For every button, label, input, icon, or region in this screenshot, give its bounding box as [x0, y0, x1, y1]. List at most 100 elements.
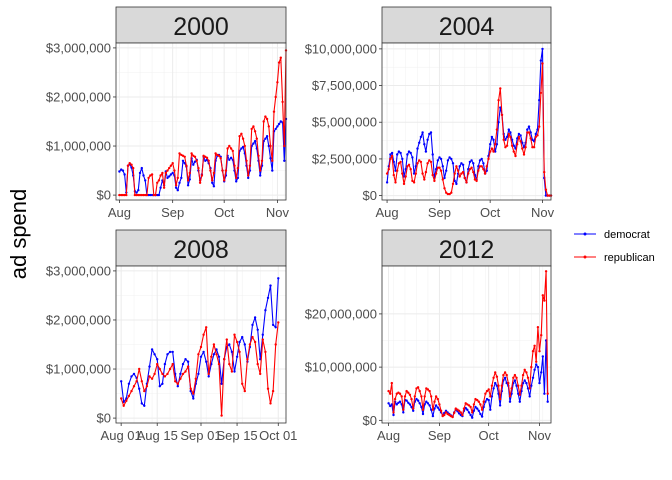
data-point: [181, 159, 185, 162]
data-point: [143, 404, 146, 407]
data-point: [513, 373, 517, 377]
data-point: [408, 393, 412, 396]
data-point: [132, 385, 136, 388]
panel-border: [115, 42, 287, 201]
data-point: [153, 372, 156, 376]
data-point: [238, 340, 241, 344]
data-point: [228, 343, 231, 346]
data-point: [436, 406, 439, 409]
data-point: [439, 409, 443, 412]
x-tick-label: Sep: [428, 428, 451, 443]
data-point: [217, 154, 221, 157]
data-point: [419, 135, 423, 139]
data-point: [142, 174, 145, 177]
data-point: [472, 162, 475, 165]
data-point: [479, 412, 482, 416]
panel-2000: 2000 $0 $1,000,000 $2,000,000 $3,000,000 Aug S…: [46, 6, 289, 220]
data-point: [212, 353, 216, 356]
data-point: [461, 170, 465, 174]
data-point: [195, 159, 198, 162]
data-point: [145, 193, 149, 197]
data-point: [212, 171, 216, 175]
data-point: [168, 367, 172, 371]
data-point: [256, 328, 259, 331]
data-point: [418, 402, 421, 405]
data-point: [430, 395, 433, 398]
data-point: [217, 355, 221, 358]
data-point: [533, 344, 536, 347]
data-point: [243, 389, 246, 393]
data-point: [446, 192, 450, 196]
data-point: [456, 169, 460, 172]
data-point: [489, 408, 492, 411]
data-point: [471, 416, 474, 419]
data-point: [166, 169, 169, 172]
facet-strip: [115, 229, 287, 267]
data-point: [211, 181, 214, 184]
series-republican: [387, 270, 549, 419]
data-point: [536, 134, 539, 137]
data-point: [123, 173, 126, 176]
data-point: [434, 395, 438, 398]
data-point: [467, 404, 471, 407]
x-tick-label: Oct 01: [259, 428, 297, 443]
data-point: [229, 156, 233, 159]
data-point: [219, 157, 222, 160]
data-point: [276, 81, 279, 84]
data-point: [490, 147, 494, 150]
data-point: [229, 147, 233, 150]
data-point: [472, 409, 476, 412]
data-point: [543, 170, 546, 174]
data-point: [186, 184, 190, 187]
data-point: [520, 384, 523, 387]
data-point: [138, 193, 142, 197]
data-point: [441, 165, 444, 168]
data-point: [276, 125, 279, 128]
data-point: [228, 144, 231, 148]
data-point: [180, 176, 183, 180]
data-point: [248, 164, 252, 167]
data-point: [415, 397, 418, 401]
data-point: [142, 193, 145, 197]
data-point: [546, 400, 549, 403]
data-point: [526, 376, 530, 379]
data-point: [138, 171, 142, 175]
data-point: [436, 159, 439, 162]
data-point: [398, 392, 402, 395]
series-line-republican: [119, 50, 287, 196]
data-point: [261, 338, 264, 341]
data-point: [454, 407, 457, 410]
data-point: [497, 384, 500, 387]
x-tick-label: Sep: [161, 205, 184, 220]
data-point: [479, 403, 482, 406]
data-point: [495, 143, 499, 146]
data-point: [148, 375, 151, 378]
data-point: [221, 169, 224, 172]
data-point: [135, 380, 138, 383]
data-point: [393, 397, 397, 401]
data-point: [494, 381, 497, 385]
data-point: [281, 100, 284, 104]
data-point: [443, 187, 446, 190]
data-point: [173, 169, 176, 172]
data-point: [279, 120, 282, 123]
data-point: [390, 154, 394, 158]
data-point: [439, 169, 443, 172]
data-point: [528, 387, 531, 390]
data-point: [494, 143, 497, 146]
data-point: [256, 362, 259, 366]
data-point: [186, 365, 190, 368]
data-point: [517, 384, 520, 387]
data-point: [431, 173, 434, 177]
data-point: [518, 400, 521, 403]
data-point: [472, 403, 476, 406]
data-point: [132, 372, 136, 376]
data-point: [392, 411, 395, 414]
data-point: [517, 135, 521, 139]
data-point: [418, 389, 421, 393]
legend: democrat republican: [574, 229, 655, 264]
data-point: [410, 397, 413, 401]
data-point: [433, 179, 436, 183]
panel-border: [381, 265, 552, 424]
data-point: [260, 159, 264, 162]
